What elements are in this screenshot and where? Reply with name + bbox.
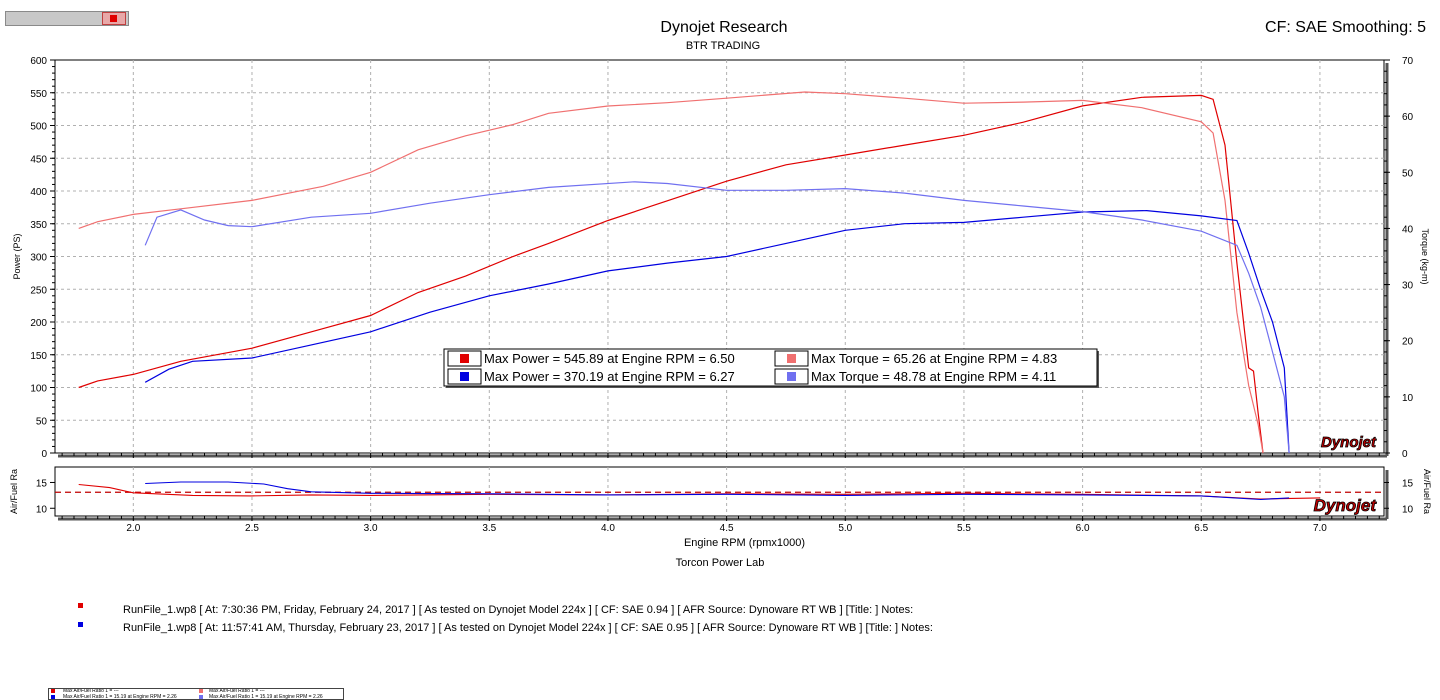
legend-swatch bbox=[460, 372, 469, 381]
afr-legend-text-4: Max Air/Fuel Ratio 1 = 15.19 at Engine R… bbox=[209, 694, 323, 700]
lab-name: Torcon Power Lab bbox=[675, 557, 765, 569]
run-2-info: RunFile_1.wp8 [ At: 11:57:41 AM, Thursda… bbox=[123, 622, 933, 634]
afr-legend-swatch-4 bbox=[199, 695, 203, 699]
y-tick-label: 450 bbox=[30, 154, 47, 165]
afr-legend-text-1: Max Air/Fuel Ratio 1 = --- bbox=[63, 688, 119, 694]
afr-y2-tick-label: 15 bbox=[1402, 478, 1414, 489]
y2-tick-label: 40 bbox=[1402, 224, 1414, 235]
legend-text: Max Power = 370.19 at Engine RPM = 6.27 bbox=[484, 369, 735, 384]
afr-plot-area bbox=[54, 466, 1385, 517]
afr-legend-text-2: Max Air/Fuel Ratio 1 = --- bbox=[209, 688, 265, 694]
dyno-chart: 2.0 2.5 3.0 3.5 4.0 4.5 5.0 5.5 6.0 6.5 7.00501001… bbox=[9, 56, 1432, 549]
afr-y-tick-label: 15 bbox=[36, 478, 48, 489]
y2-tick-label: 60 bbox=[1402, 112, 1414, 123]
y-tick-label: 350 bbox=[30, 220, 47, 231]
y-tick-label: 100 bbox=[30, 384, 47, 395]
y-axis-title: Power (PS) bbox=[12, 233, 22, 279]
series-line-3 bbox=[144, 209, 1290, 454]
y2-tick-label: 20 bbox=[1402, 337, 1414, 348]
x-tick-label: 2.0 bbox=[126, 523, 140, 534]
x-tick-label: 4.5 bbox=[720, 523, 734, 534]
afr-legend-swatch-1 bbox=[51, 689, 55, 693]
y-tick-label: 250 bbox=[30, 285, 47, 296]
x-tick-label: 3.0 bbox=[364, 523, 378, 534]
x-axis-title: Engine RPM (rpmx1000) bbox=[684, 537, 805, 549]
afr-legend-text-3: Max Air/Fuel Ratio 1 = 15.19 at Engine R… bbox=[63, 694, 177, 700]
x-tick-label: 2.5 bbox=[245, 523, 259, 534]
y-tick-label: 550 bbox=[30, 89, 47, 100]
run-1-color-marker bbox=[78, 603, 83, 608]
y2-tick-label: 70 bbox=[1402, 56, 1414, 67]
correction-factor-label: CF: SAE Smoothing: 5 bbox=[1265, 19, 1426, 36]
x-tick-label: 6.0 bbox=[1076, 523, 1090, 534]
legend-text: Max Power = 545.89 at Engine RPM = 6.50 bbox=[484, 351, 735, 366]
x-tick-label: 6.5 bbox=[1194, 523, 1208, 534]
y2-tick-label: 10 bbox=[1402, 393, 1414, 404]
afr-y2-tick-label: 10 bbox=[1402, 504, 1414, 515]
series-line-2 bbox=[78, 91, 1264, 454]
legend-box bbox=[443, 348, 1098, 387]
x-tick-label: 3.5 bbox=[482, 523, 496, 534]
run-2-color-marker bbox=[78, 622, 83, 627]
y-tick-label: 0 bbox=[41, 449, 47, 460]
x-tick-label: 5.5 bbox=[957, 523, 971, 534]
dynojet-watermark-afr: Dynojet bbox=[1314, 496, 1378, 515]
afr-y2-axis-title: Air/Fuel Ra bbox=[1422, 469, 1432, 514]
afr-legend-swatch-2 bbox=[199, 689, 203, 693]
x-tick-label: 5.0 bbox=[838, 523, 852, 534]
y2-tick-label: 50 bbox=[1402, 168, 1414, 179]
y-tick-label: 150 bbox=[30, 351, 47, 362]
legend-swatch bbox=[460, 354, 469, 363]
afr-legend-box: Max Air/Fuel Ratio 1 = --- Max Air/Fuel … bbox=[48, 688, 344, 700]
scrollbar-thumb[interactable] bbox=[102, 12, 126, 25]
legend-swatch bbox=[787, 372, 796, 381]
chart-scrollbar[interactable] bbox=[5, 11, 129, 26]
run-1-info: RunFile_1.wp8 [ At: 7:30:36 PM, Friday, … bbox=[123, 604, 914, 616]
x-tick-label: 4.0 bbox=[601, 523, 615, 534]
y2-tick-label: 0 bbox=[1402, 449, 1408, 460]
afr-legend-swatch-3 bbox=[51, 695, 55, 699]
y-tick-label: 400 bbox=[30, 187, 47, 198]
afr-y-axis-title: Air/Fuel Ra bbox=[9, 469, 19, 514]
y-tick-label: 200 bbox=[30, 318, 47, 329]
series-line-4 bbox=[144, 181, 1290, 454]
y2-tick-label: 30 bbox=[1402, 281, 1414, 292]
scrollbar-thumb-marker bbox=[110, 15, 117, 22]
chart-subtitle: BTR TRADING bbox=[685, 40, 761, 52]
y-tick-label: 50 bbox=[36, 416, 48, 427]
y-tick-label: 500 bbox=[30, 122, 47, 133]
y-tick-label: 600 bbox=[30, 56, 47, 67]
legend-text: Max Torque = 48.78 at Engine RPM = 4.11 bbox=[811, 369, 1056, 384]
y-tick-label: 300 bbox=[30, 253, 47, 264]
series-line-1 bbox=[78, 94, 1264, 454]
x-tick-label: 7.0 bbox=[1313, 523, 1327, 534]
legend-swatch bbox=[787, 354, 796, 363]
dynojet-watermark-main: Dynojet bbox=[1321, 434, 1377, 451]
y2-axis-title: Torque (kg-m) bbox=[1420, 228, 1430, 284]
afr-y-tick-label: 10 bbox=[36, 504, 48, 515]
afr-series-line-2 bbox=[145, 481, 1290, 501]
chart-title: Dynojet Research bbox=[660, 19, 788, 36]
legend-text: Max Torque = 65.26 at Engine RPM = 4.83 bbox=[811, 351, 1057, 366]
